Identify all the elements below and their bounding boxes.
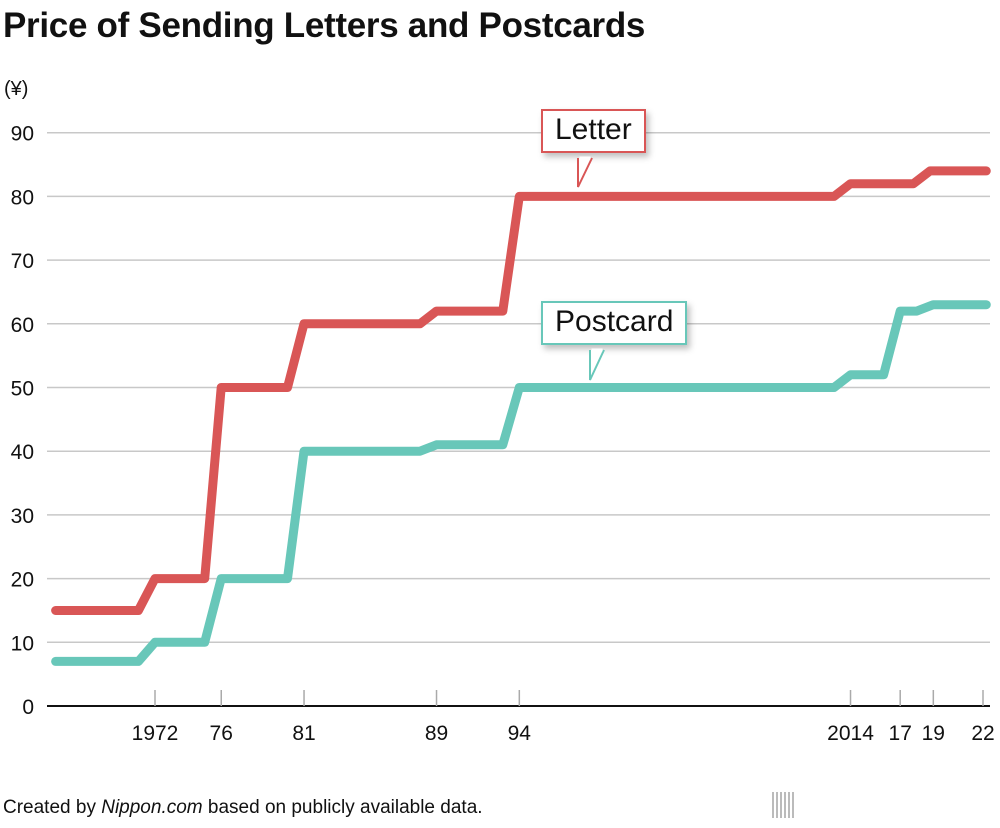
postcard-callout: Postcard [541, 301, 688, 345]
x-tick-label: 81 [292, 722, 315, 745]
y-tick-label: 40 [11, 441, 34, 464]
x-tick-label: 19 [922, 722, 945, 745]
letter-callout: Letter [541, 109, 646, 153]
chart-title: Price of Sending Letters and Postcards [3, 6, 646, 45]
y-tick-label: 70 [11, 250, 34, 273]
y-tick-label: 50 [11, 378, 34, 401]
logo-text: nippon [772, 824, 891, 828]
x-tick-label: 89 [425, 722, 448, 745]
logo-bars-icon [772, 792, 794, 818]
y-tick-label: 90 [11, 123, 34, 146]
source-suffix: based on publicly available data. [202, 797, 483, 818]
x-tick-label: 17 [889, 722, 912, 745]
y-tick-label: 60 [11, 314, 34, 337]
x-tick-label: 2014 [827, 722, 874, 745]
logo-dot: . [891, 824, 901, 828]
x-tick-label: 76 [210, 722, 233, 745]
y-axis-label: (¥) [4, 78, 29, 100]
x-tick-label: 94 [508, 722, 532, 745]
y-tick-label: 30 [11, 505, 34, 528]
nippon-logo: nippon.com [772, 785, 1000, 828]
source-note: Created by Nippon.com based on publicly … [3, 797, 483, 819]
x-tick-label: 22 [971, 722, 994, 745]
source-name: Nippon.com [101, 797, 203, 818]
series-line-postcard [51, 300, 991, 666]
y-tick-label: 10 [11, 632, 34, 655]
logo-com: com [902, 824, 969, 828]
y-tick-label: 20 [11, 569, 34, 592]
y-tick-label: 80 [11, 186, 34, 209]
series-line-letter [51, 166, 991, 615]
source-prefix: Created by [3, 797, 102, 818]
x-tick-label: 1972 [132, 722, 179, 745]
y-tick-label: 0 [22, 696, 34, 719]
